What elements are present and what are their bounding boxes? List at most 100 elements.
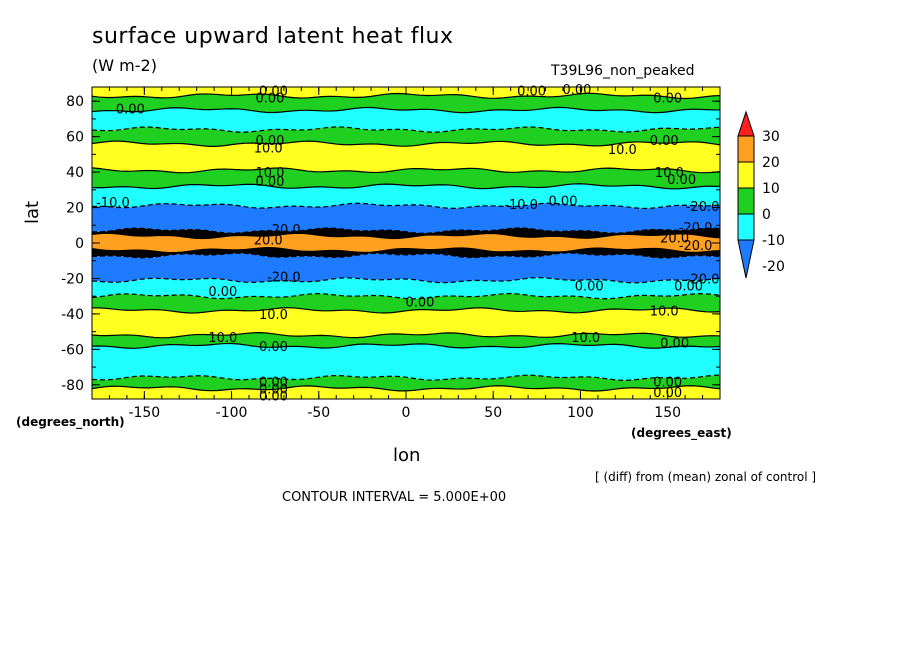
band-3: [92, 126, 720, 147]
contour-line-3: [91, 140, 721, 147]
y-tick-label-3: 20: [66, 201, 84, 217]
colorbar-swatch-4: [737, 213, 755, 241]
band-13: [92, 293, 720, 313]
contour-label-7: 10.0: [254, 141, 283, 156]
colorbar-label-2: 10: [762, 181, 780, 197]
y-tick-label-0: 80: [66, 94, 84, 110]
colorbar-label-0: 30: [762, 129, 780, 145]
band-12: [92, 277, 720, 299]
colorbar-label-3: 0: [762, 207, 771, 223]
y-tick-label-2: 40: [66, 165, 84, 181]
x-tick-label-1: -100: [216, 405, 248, 421]
contour-label-25: 0.00: [208, 285, 237, 300]
diff-note: [ (diff) from (mean) zonal of control ]: [595, 470, 817, 484]
run-name-label: T39L96_non_peaked: [551, 63, 695, 79]
band-15: [92, 332, 720, 349]
contour-line-4: [91, 167, 721, 174]
band-17: [92, 375, 720, 392]
contour-label-24: -20.0: [686, 272, 720, 287]
x-axis-units: (degrees_east): [631, 426, 732, 440]
contour-line-13: [91, 307, 721, 314]
band-6: [92, 183, 720, 209]
colorbar: 30 20 10 0 -10 -20: [737, 110, 785, 279]
contour-label-35: 0.00: [259, 375, 288, 390]
x-tick-label-3: 0: [402, 405, 411, 421]
contour-label-15: -10.0: [504, 198, 538, 213]
shaded-bands: [92, 87, 720, 399]
colorbar-swatch-2: [737, 161, 755, 189]
x-axis: -150 -100 -50 0 50 100 150: [108, 87, 704, 421]
contour-line-9: [91, 247, 721, 254]
contour-interval-label: CONTOUR INTERVAL = 5.000E+00: [282, 490, 507, 505]
y-tick-label-6: -40: [61, 307, 84, 323]
contour-label-10: 10.0: [255, 166, 284, 181]
contour-label-27: 0.00: [674, 280, 703, 295]
band-10: [92, 247, 720, 258]
contour-line-7: [91, 227, 721, 234]
y-tick-label-1: 60: [66, 130, 84, 146]
units-label: (W m-2): [92, 56, 157, 75]
contour-label-11: 0.00: [255, 175, 284, 190]
colorbar-bottom-triangle: [737, 239, 755, 279]
contour-label-20: -20.0: [679, 221, 713, 236]
contour-label-36: 0.00: [259, 382, 288, 397]
contour-label-9: 10.0: [608, 143, 637, 158]
y-axis: 80 60 40 20 0 -20 -40 -60 -80: [61, 94, 720, 394]
band-9: [92, 233, 720, 253]
contour-label-12: 10.0: [655, 166, 684, 181]
contour-label-30: 10.0: [650, 304, 679, 319]
y-axis-units: (degrees_north): [16, 415, 125, 429]
x-axis-label: lon: [393, 445, 421, 466]
contour-label-1: 0.00: [255, 92, 284, 107]
colorbar-top-triangle: [737, 110, 755, 137]
band-8: [92, 227, 720, 239]
band-5: [92, 167, 720, 189]
colorbar-label-4: -10: [762, 233, 785, 249]
contour-label-17: -20.0: [686, 200, 720, 215]
contour-line-16: [91, 374, 721, 381]
contour-line-11: [91, 277, 721, 284]
colorbar-label-5: -20: [762, 259, 785, 275]
contour-line-10: [91, 252, 721, 259]
contour-label-33: 10.0: [571, 331, 600, 346]
band-2: [92, 107, 720, 133]
contour-label-37: 0.00: [259, 389, 288, 404]
colorbar-swatch-1: [737, 135, 755, 163]
band-14: [92, 307, 720, 338]
contour-label-34: 0.00: [660, 336, 689, 351]
contour-line-12: [91, 292, 721, 300]
contour-label-21: 20.0: [660, 232, 689, 247]
x-tick-label-2: -50: [307, 405, 330, 421]
contour-label-4: 0.00: [653, 92, 682, 107]
band-7: [92, 203, 720, 234]
band-4: [92, 141, 720, 173]
contour-line-5: [91, 183, 721, 190]
contour-label-18: -20.0: [267, 223, 301, 238]
contour-label-19: 20.0: [254, 233, 283, 248]
contour-line-6: [91, 202, 721, 210]
chart-title: surface upward latent heat flux: [92, 24, 454, 49]
contour-label-13: 0.00: [667, 173, 696, 188]
contour-label-5: 0.00: [116, 102, 145, 117]
contour-label-6: 0.00: [255, 134, 284, 149]
contour-line-2: [91, 126, 721, 133]
contour-line-14: [91, 332, 721, 339]
contour-label-23: -20.0: [267, 271, 301, 286]
contour-label-29: 10.0: [259, 308, 288, 323]
contour-label-14: -10.0: [96, 196, 130, 211]
contour-line-8: [91, 232, 721, 240]
x-tick-label-5: 100: [567, 405, 594, 421]
contour-line-1: [91, 106, 721, 114]
contour-label-16: 0.00: [549, 194, 578, 209]
colorbar-label-1: 20: [762, 155, 780, 171]
band-1: [92, 93, 720, 113]
contour-label-8: 0.00: [650, 134, 679, 149]
contour-label-2: 0.00: [517, 85, 546, 100]
y-tick-label-5: -20: [61, 271, 84, 287]
contour-label-22: -20.0: [679, 239, 713, 254]
contour-line-17: [91, 385, 721, 392]
contour-label-3: 0.00: [562, 83, 591, 98]
x-tick-label-0: -150: [128, 405, 160, 421]
y-tick-label-4: 0: [75, 236, 84, 252]
